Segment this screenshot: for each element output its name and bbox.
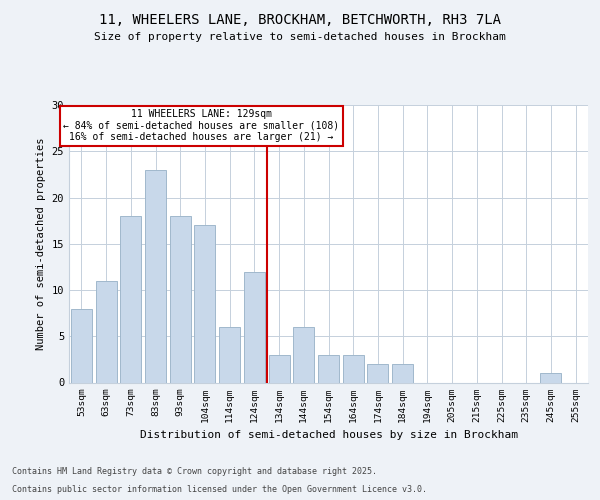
Bar (343, 355, 364, 382)
Bar (367, 364, 388, 382)
Bar (244, 272, 265, 382)
Y-axis label: Number of semi-detached properties: Number of semi-detached properties (36, 138, 46, 350)
Bar (170, 216, 191, 382)
Bar (318, 355, 339, 382)
Text: Size of property relative to semi-detached houses in Brockham: Size of property relative to semi-detach… (94, 32, 506, 42)
Bar (120, 216, 141, 382)
Bar (71, 308, 92, 382)
Bar (293, 327, 314, 382)
Text: Contains public sector information licensed under the Open Government Licence v3: Contains public sector information licen… (12, 485, 427, 494)
X-axis label: Distribution of semi-detached houses by size in Brockham: Distribution of semi-detached houses by … (139, 430, 517, 440)
Bar (145, 170, 166, 382)
Text: 11 WHEELERS LANE: 129sqm
← 84% of semi-detached houses are smaller (108)
16% of : 11 WHEELERS LANE: 129sqm ← 84% of semi-d… (63, 109, 340, 142)
Bar (392, 364, 413, 382)
Text: Contains HM Land Registry data © Crown copyright and database right 2025.: Contains HM Land Registry data © Crown c… (12, 467, 377, 476)
Bar (219, 327, 240, 382)
Bar (95, 281, 116, 382)
Text: 11, WHEELERS LANE, BROCKHAM, BETCHWORTH, RH3 7LA: 11, WHEELERS LANE, BROCKHAM, BETCHWORTH,… (99, 12, 501, 26)
Bar (541, 373, 562, 382)
Bar (194, 225, 215, 382)
Bar (269, 355, 290, 382)
